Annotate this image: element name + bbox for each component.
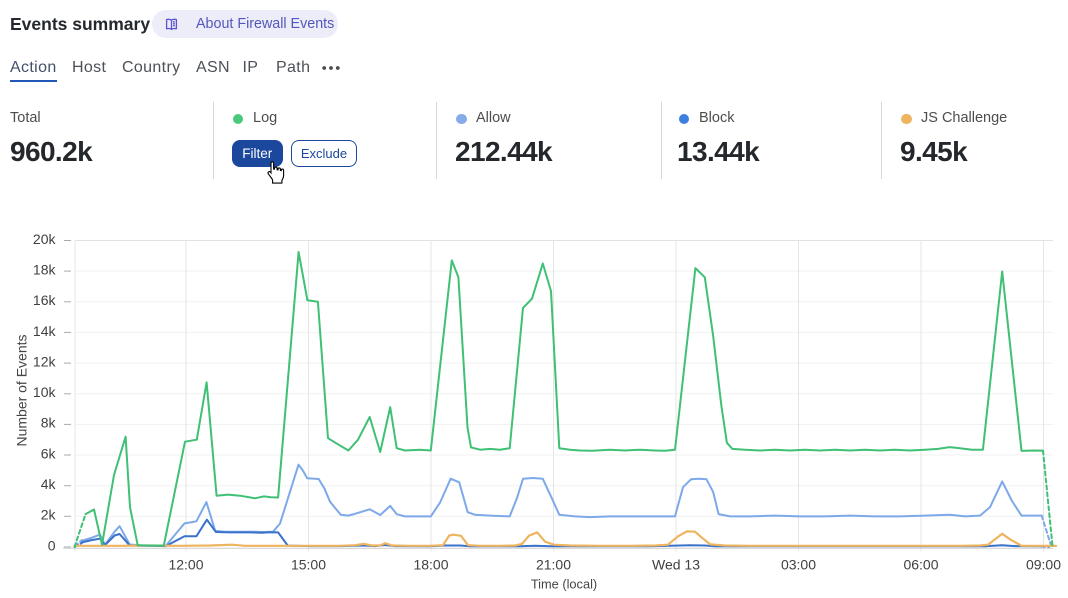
svg-text:2k: 2k	[41, 507, 57, 523]
svg-text:21:00: 21:00	[536, 557, 571, 573]
svg-text:03:00: 03:00	[781, 557, 816, 573]
svg-text:8k: 8k	[41, 415, 57, 431]
svg-text:12k: 12k	[33, 353, 57, 369]
svg-text:15:00: 15:00	[291, 557, 326, 573]
svg-text:12:00: 12:00	[168, 557, 203, 573]
svg-text:14k: 14k	[33, 323, 57, 339]
svg-text:10k: 10k	[33, 384, 57, 400]
svg-text:20k: 20k	[33, 231, 57, 247]
svg-text:6k: 6k	[41, 445, 57, 461]
svg-text:Number of Events: Number of Events	[14, 334, 30, 446]
svg-text:0: 0	[48, 537, 56, 553]
svg-text:18:00: 18:00	[413, 557, 448, 573]
svg-text:06:00: 06:00	[903, 557, 938, 573]
svg-text:09:00: 09:00	[1026, 557, 1061, 573]
svg-text:Wed 13: Wed 13	[652, 557, 700, 573]
svg-text:16k: 16k	[33, 292, 57, 308]
svg-text:Time (local): Time (local)	[531, 577, 597, 592]
svg-text:4k: 4k	[41, 476, 57, 492]
svg-text:18k: 18k	[33, 261, 57, 277]
